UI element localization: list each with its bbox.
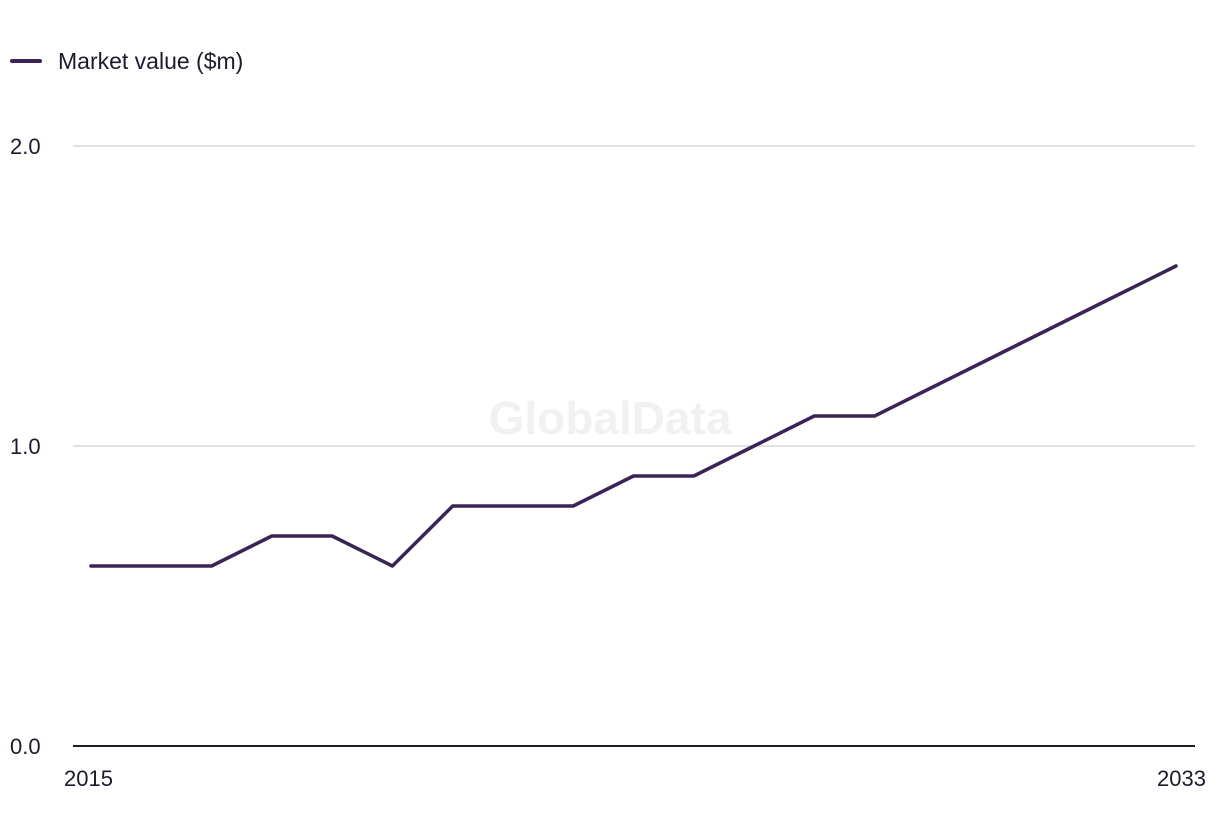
series-line: [89, 264, 1178, 568]
watermark: GlobalData: [489, 392, 732, 444]
gridlines: [73, 145, 1195, 447]
legend-label: Market value ($m): [58, 47, 244, 74]
legend-swatch: [10, 59, 42, 63]
x-tick-label: 2015: [64, 766, 113, 791]
series-layer: [89, 264, 1178, 568]
chart-legend: Market value ($m): [10, 44, 243, 78]
y-tick-label: 0.0: [10, 734, 41, 759]
y-tick-label: 2.0: [10, 134, 41, 159]
y-tick-label: 1.0: [10, 434, 41, 459]
tick-labels: 0.0 1.0 2.0 2015 2033: [10, 134, 1206, 791]
x-tick-label: 2033: [1157, 766, 1206, 791]
